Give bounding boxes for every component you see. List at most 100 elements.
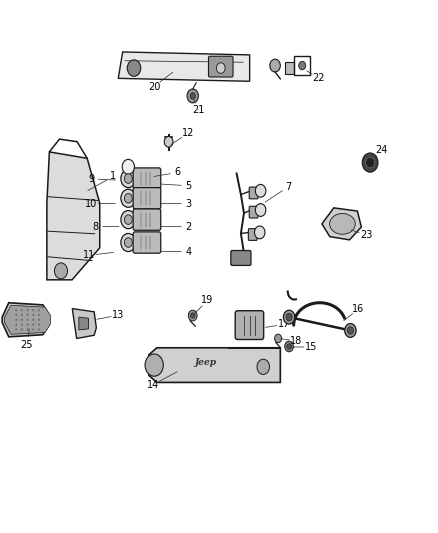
Circle shape	[366, 157, 374, 168]
Text: 15: 15	[305, 342, 317, 352]
Text: 11: 11	[83, 251, 95, 260]
Polygon shape	[149, 348, 280, 383]
Text: 4: 4	[185, 247, 191, 256]
Text: 13: 13	[112, 310, 124, 320]
Circle shape	[27, 324, 28, 326]
Circle shape	[38, 314, 40, 316]
Text: 21: 21	[192, 106, 204, 116]
Circle shape	[32, 324, 34, 326]
Circle shape	[21, 324, 23, 326]
Circle shape	[299, 61, 306, 70]
Text: 12: 12	[182, 128, 194, 139]
Circle shape	[187, 89, 198, 103]
Circle shape	[283, 310, 295, 324]
FancyBboxPatch shape	[133, 232, 161, 253]
Circle shape	[254, 226, 265, 239]
Text: 2: 2	[185, 222, 191, 231]
FancyBboxPatch shape	[249, 206, 258, 218]
Circle shape	[27, 328, 28, 330]
Text: 18: 18	[290, 336, 302, 345]
Circle shape	[255, 184, 266, 197]
Circle shape	[124, 238, 132, 247]
Text: 22: 22	[312, 73, 325, 83]
Circle shape	[15, 319, 17, 321]
Circle shape	[21, 314, 23, 316]
FancyBboxPatch shape	[133, 168, 161, 189]
Text: 7: 7	[286, 182, 292, 192]
Circle shape	[124, 215, 132, 224]
Circle shape	[190, 93, 195, 99]
FancyBboxPatch shape	[208, 56, 233, 77]
Circle shape	[121, 233, 136, 252]
Polygon shape	[79, 317, 88, 330]
Text: 17: 17	[278, 319, 290, 329]
Circle shape	[188, 310, 197, 321]
Text: 24: 24	[375, 145, 387, 155]
Circle shape	[270, 59, 280, 72]
Circle shape	[145, 354, 163, 376]
Circle shape	[362, 153, 378, 172]
Bar	[294, 56, 310, 75]
FancyBboxPatch shape	[133, 188, 161, 209]
Text: Jeep: Jeep	[195, 359, 217, 367]
Circle shape	[164, 136, 173, 147]
Circle shape	[21, 309, 23, 311]
Circle shape	[124, 174, 132, 183]
Text: 3: 3	[185, 199, 191, 208]
Circle shape	[124, 193, 132, 203]
Circle shape	[121, 189, 136, 207]
Circle shape	[257, 359, 269, 375]
FancyBboxPatch shape	[231, 251, 251, 265]
Text: 20: 20	[148, 82, 160, 92]
Circle shape	[345, 324, 356, 337]
Circle shape	[27, 309, 28, 311]
Circle shape	[255, 204, 266, 216]
Polygon shape	[322, 208, 361, 240]
Circle shape	[191, 313, 195, 318]
FancyBboxPatch shape	[248, 229, 257, 240]
Text: 16: 16	[352, 304, 364, 314]
Circle shape	[38, 328, 40, 330]
Text: 1: 1	[110, 171, 117, 181]
Circle shape	[27, 314, 28, 316]
Circle shape	[347, 327, 353, 334]
Circle shape	[15, 309, 17, 311]
Polygon shape	[47, 152, 100, 280]
Circle shape	[21, 328, 23, 330]
Circle shape	[32, 328, 34, 330]
FancyBboxPatch shape	[235, 311, 264, 340]
Circle shape	[32, 314, 34, 316]
Circle shape	[122, 159, 134, 174]
FancyBboxPatch shape	[249, 187, 258, 199]
Circle shape	[127, 60, 141, 76]
Circle shape	[121, 169, 136, 188]
Circle shape	[15, 314, 17, 316]
Circle shape	[216, 63, 225, 74]
Text: 19: 19	[201, 295, 214, 305]
Text: 10: 10	[85, 199, 97, 208]
Circle shape	[38, 309, 40, 311]
Circle shape	[15, 328, 17, 330]
Polygon shape	[72, 309, 96, 338]
Polygon shape	[4, 305, 50, 334]
FancyBboxPatch shape	[133, 209, 161, 230]
Text: 9: 9	[88, 174, 94, 184]
Circle shape	[21, 319, 23, 321]
Circle shape	[32, 309, 34, 311]
Circle shape	[121, 211, 136, 229]
Polygon shape	[2, 303, 48, 337]
Circle shape	[38, 319, 40, 321]
Text: 8: 8	[92, 222, 99, 231]
Text: 6: 6	[174, 167, 180, 177]
Circle shape	[287, 344, 291, 349]
Circle shape	[285, 341, 293, 352]
Circle shape	[27, 319, 28, 321]
Circle shape	[286, 313, 292, 321]
Bar	[285, 62, 294, 74]
Circle shape	[54, 263, 67, 279]
Circle shape	[32, 319, 34, 321]
Text: 5: 5	[185, 181, 191, 191]
Circle shape	[275, 334, 282, 343]
Text: 14: 14	[147, 380, 159, 390]
Polygon shape	[118, 52, 250, 81]
